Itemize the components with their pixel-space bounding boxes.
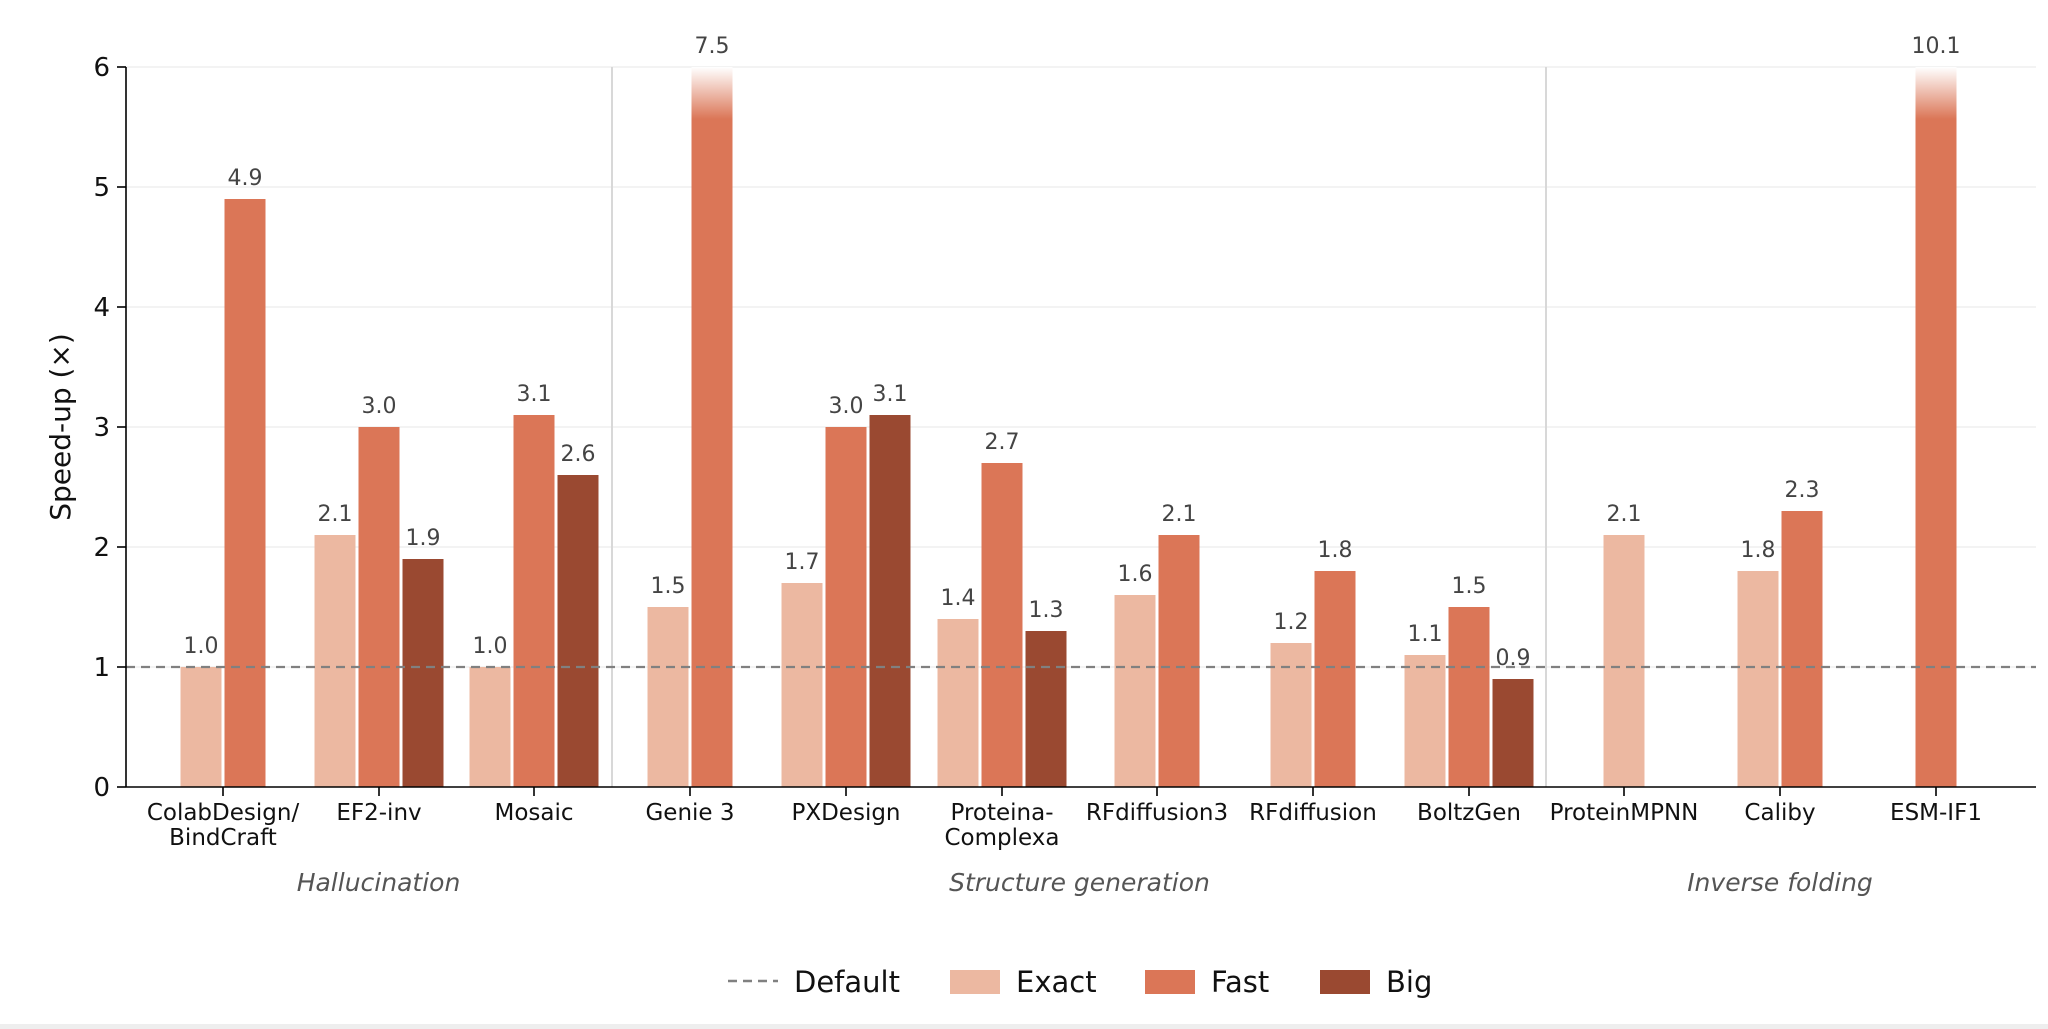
x-tick-label: EF2-inv: [336, 800, 421, 826]
bar-value-label: 2.6: [561, 442, 596, 467]
bar-exact-11: [1737, 571, 1779, 787]
bar-exact-10: [1603, 535, 1645, 787]
group-label: Hallucination: [297, 868, 461, 897]
bar-exact-5: [781, 583, 823, 787]
bar-value-label: 3.1: [517, 382, 552, 407]
x-tick-label: RFdiffusion: [1249, 800, 1377, 826]
bar-clip-fade-12: [1915, 67, 1957, 119]
bar-big-3: [557, 475, 599, 787]
bar-value-label: 1.0: [473, 634, 508, 659]
x-tick-label: Complexa: [945, 825, 1060, 851]
bar-value-label: 1.4: [941, 586, 976, 611]
group-label: Inverse folding: [1687, 868, 1873, 897]
bar-value-label: 0.9: [1496, 646, 1531, 671]
y-tick-label: 4: [93, 293, 110, 323]
bar-value-label: 2.7: [985, 430, 1020, 455]
bar-value-label: 1.9: [406, 526, 441, 551]
bar-exact-2: [314, 535, 356, 787]
legend-swatch-fast: [1145, 970, 1195, 994]
bar-value-label: 1.0: [184, 634, 219, 659]
bar-big-2: [402, 559, 444, 787]
bar-exact-8: [1270, 643, 1312, 787]
y-tick-label: 2: [93, 533, 110, 563]
y-tick-label: 5: [93, 173, 110, 203]
bar-value-label: 2.1: [1162, 502, 1197, 527]
bar-fast-6: [981, 463, 1023, 787]
x-tick-label: Mosaic: [494, 800, 573, 826]
x-tick-label: BindCraft: [169, 825, 277, 851]
bar-value-label: 1.5: [651, 574, 686, 599]
bar-exact-6: [937, 619, 979, 787]
labels-layer: 1.0 4.9 2.1 3.0 1.9 1.0 3.1 2.6 1.5 7.5 1.7 3.0 3.1 1…: [44, 34, 1982, 897]
bar-value-label: 1.7: [785, 550, 820, 575]
bar-fast-2: [358, 427, 400, 787]
bar-fast-9: [1448, 607, 1490, 787]
bar-clip-fade-4: [691, 67, 733, 119]
x-tick-label: ColabDesign/: [147, 800, 300, 826]
y-tick-label: 1: [93, 653, 110, 683]
legend-swatch-exact: [950, 970, 1000, 994]
y-tick-label: 3: [93, 413, 110, 443]
y-tick-label: 6: [93, 53, 110, 83]
bar-fast-5: [825, 427, 867, 787]
axes-layer: [117, 66, 2036, 796]
legend-label-default: Default: [794, 965, 900, 999]
bar-big-5: [869, 415, 911, 787]
group-label: Structure generation: [949, 868, 1210, 897]
x-tick-label: Caliby: [1744, 800, 1815, 826]
x-tick-label: Genie 3: [645, 800, 734, 826]
x-tick-label: ProteinMPNN: [1550, 800, 1699, 826]
x-tick-label: RFdiffusion3: [1086, 800, 1228, 826]
bar-fast-4: [691, 67, 733, 787]
bar-value-label: 10.1: [1912, 34, 1961, 59]
bar-fast-8: [1314, 571, 1356, 787]
x-tick-label: PXDesign: [791, 800, 900, 826]
bar-value-label: 1.1: [1408, 622, 1443, 647]
bar-fast-3: [513, 415, 555, 787]
legend-label-fast: Fast: [1211, 965, 1269, 999]
bar-fast-1: [224, 199, 266, 787]
bar-value-label: 2.3: [1785, 478, 1820, 503]
y-tick-label: 0: [93, 773, 110, 803]
bar-value-label: 1.8: [1318, 538, 1353, 563]
bar-exact-4: [647, 607, 689, 787]
bar-fast-12: [1915, 67, 1957, 787]
bar-value-label: 3.0: [362, 394, 397, 419]
bar-exact-9: [1404, 655, 1446, 787]
page-bottom-strip: [0, 1024, 2048, 1029]
bar-value-label: 1.3: [1029, 598, 1064, 623]
bar-exact-3: [469, 667, 511, 787]
bar-value-label: 3.0: [829, 394, 864, 419]
bar-value-label: 2.1: [1607, 502, 1642, 527]
x-tick-label: BoltzGen: [1417, 800, 1521, 826]
bar-fast-11: [1781, 511, 1823, 787]
legend-swatch-big: [1320, 970, 1370, 994]
bar-value-label: 1.6: [1118, 562, 1153, 587]
bar-value-label: 1.2: [1274, 610, 1309, 635]
x-tick-label: Proteina-: [950, 800, 1053, 826]
bar-value-label: 3.1: [873, 382, 908, 407]
bar-big-9: [1492, 679, 1534, 787]
bar-exact-1: [180, 667, 222, 787]
bar-value-label: 2.1: [318, 502, 353, 527]
legend: Default Exact Fast Big: [728, 965, 1432, 999]
bar-fast-7: [1158, 535, 1200, 787]
bar-value-label: 1.5: [1452, 574, 1487, 599]
bar-value-label: 1.8: [1741, 538, 1776, 563]
x-tick-label: ESM-IF1: [1890, 800, 1982, 826]
legend-label-exact: Exact: [1016, 965, 1097, 999]
bar-big-6: [1025, 631, 1067, 787]
y-axis-title: Speed-up (×): [44, 333, 77, 521]
bar-value-label: 7.5: [695, 34, 730, 59]
bar-value-label: 4.9: [228, 166, 263, 191]
legend-label-big: Big: [1386, 965, 1432, 999]
bar-exact-7: [1114, 595, 1156, 787]
